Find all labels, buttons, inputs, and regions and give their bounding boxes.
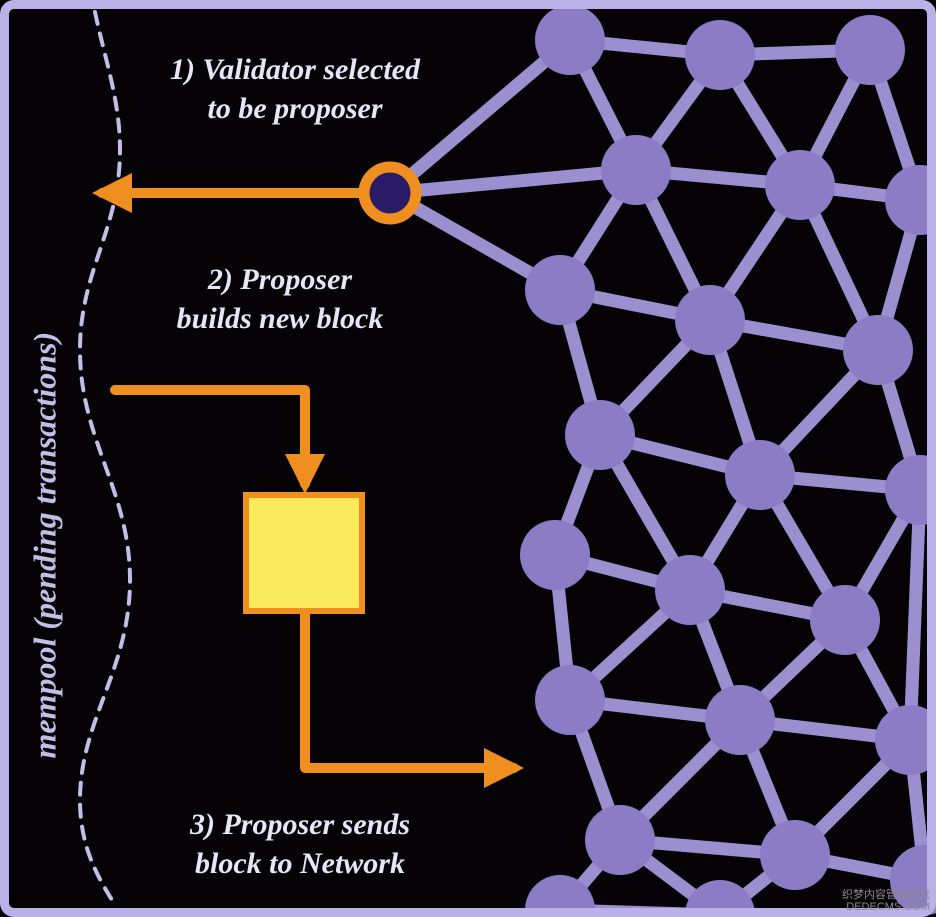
proposer-node xyxy=(364,167,416,219)
network-node xyxy=(601,135,671,205)
flow-arrow-2 xyxy=(115,390,305,484)
watermark-line2: DEDECMS.COM xyxy=(842,901,930,913)
network-node xyxy=(535,665,605,735)
network-node xyxy=(885,165,936,235)
network-node xyxy=(520,520,590,590)
step2-label: 2) Proposer builds new block xyxy=(100,260,460,338)
network-edge xyxy=(390,170,636,193)
network-node xyxy=(585,805,655,875)
flow-arrow-3 xyxy=(305,612,514,768)
mempool-boundary xyxy=(80,12,130,905)
network-node xyxy=(685,880,755,917)
network-node xyxy=(810,585,880,655)
network-node xyxy=(725,440,795,510)
network-node xyxy=(675,285,745,355)
step3-label: 3) Proposer sends block to Network xyxy=(120,805,480,883)
watermark: 织梦内容管理系统 DEDECMS.COM xyxy=(842,889,930,913)
network-edge xyxy=(910,490,920,740)
network-node xyxy=(535,5,605,75)
network-node xyxy=(525,255,595,325)
step1-label: 1) Validator selected to be proposer xyxy=(115,50,475,128)
diagram-canvas: 1) Validator selected to be proposer 2) … xyxy=(0,0,936,917)
network-node xyxy=(843,315,913,385)
watermark-line1: 织梦内容管理系统 xyxy=(842,889,930,901)
mempool-label: mempool (pending transactions) xyxy=(27,159,64,759)
new-block xyxy=(246,495,362,611)
network-node xyxy=(835,15,905,85)
network-node xyxy=(565,400,635,470)
network-node xyxy=(765,150,835,220)
network-node xyxy=(885,455,936,525)
network-node xyxy=(655,555,725,625)
network-node xyxy=(685,20,755,90)
network-node xyxy=(705,685,775,755)
diagram-svg xyxy=(0,0,936,917)
network-node xyxy=(760,820,830,890)
